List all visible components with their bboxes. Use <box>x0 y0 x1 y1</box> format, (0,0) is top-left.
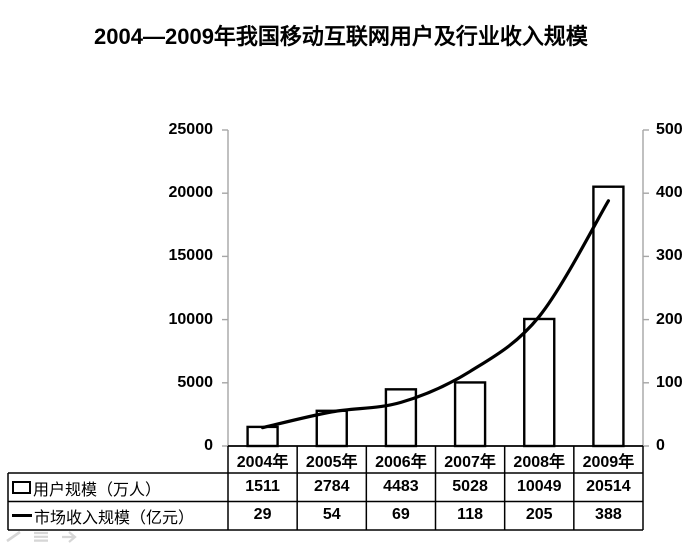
user-scale-bar-2006年 <box>384 388 418 448</box>
table-value-cell: 2784 <box>313 478 350 495</box>
bar-legend-key-icon <box>12 481 31 494</box>
revenue-line <box>260 199 611 430</box>
left-axis-tick-label: 5000 <box>177 373 213 391</box>
right-axis-tick-label: 100 <box>656 373 683 391</box>
line-legend-key-icon <box>12 513 32 518</box>
table-value-cell: 4483 <box>383 478 419 495</box>
table-value-cell: 118 <box>457 506 483 523</box>
left-axis-tick-label: 0 <box>204 437 213 454</box>
right-axis-labels: 0 100 200 300 400 500 <box>656 0 700 543</box>
user-scale-bar-2009年 <box>592 185 625 448</box>
user-scale-bar-2004年 <box>246 425 279 448</box>
legend-label-revenue: 市场收入规模（亿元） <box>34 509 195 527</box>
right-axis-tick-label: 300 <box>656 247 683 265</box>
table-value-cell: 54 <box>322 506 341 523</box>
left-axis-tick-label: 10000 <box>168 310 214 328</box>
user-scale-bar-2005年 <box>315 409 348 448</box>
legend-label-users: 用户规模（万人） <box>33 481 162 499</box>
pencil-icon <box>6 530 21 543</box>
right-axis-tick-label: 500 <box>656 121 683 138</box>
legend-row-users: 用户规模（万人） <box>12 474 226 501</box>
watermark <box>6 530 77 543</box>
table-value-cell: 10049 <box>516 478 562 495</box>
legend-row-revenue: 市场收入规模（亿元） <box>12 502 226 529</box>
table-value-cell: 1511 <box>245 478 280 495</box>
left-axis-tick-label: 15000 <box>168 247 214 265</box>
table-value-cell: 5028 <box>452 478 488 495</box>
left-axis-labels: 0 5000 10000 15000 20000 25000 <box>0 0 214 543</box>
table-value-cell: 20514 <box>586 478 631 495</box>
chart-title: 2004—2009年我国移动互联网用户及行业收入规模 <box>94 24 588 49</box>
year-header-cell: 2009年 <box>582 453 635 471</box>
user-scale-bar-2007年 <box>453 381 487 448</box>
table-value-cell: 29 <box>253 506 272 523</box>
left-axis-tick-label: 20000 <box>168 184 214 202</box>
list-icon <box>34 531 48 542</box>
year-header-cell: 2008年 <box>513 453 566 471</box>
table-value-cell: 205 <box>525 506 553 523</box>
left-axis-tick-label: 25000 <box>168 121 214 138</box>
table-value-cell: 388 <box>595 506 622 523</box>
right-axis-tick-label: 200 <box>656 310 683 328</box>
year-header-cell: 2004年 <box>236 453 289 471</box>
arrow-icon <box>62 531 77 543</box>
right-axis-tick-label: 400 <box>656 184 683 202</box>
user-scale-bar-2008年 <box>523 317 556 448</box>
year-header-cell: 2006年 <box>375 453 427 471</box>
table-value-cell: 69 <box>392 506 410 523</box>
year-header-cell: 2005年 <box>305 453 358 471</box>
year-header-cell: 2007年 <box>444 453 496 471</box>
right-axis-tick-label: 0 <box>656 437 665 454</box>
